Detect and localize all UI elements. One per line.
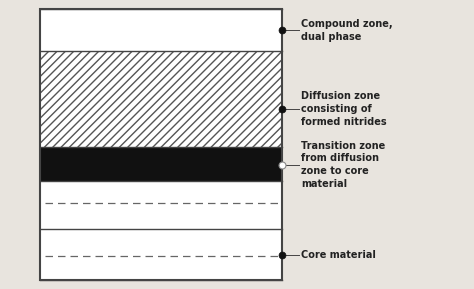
- Bar: [40, 9, 282, 280]
- Bar: [40, 9, 282, 51]
- Text: Compound zone,
dual phase: Compound zone, dual phase: [301, 19, 392, 42]
- Bar: [40, 51, 282, 147]
- Text: Transition zone
from diffusion
zone to core
material: Transition zone from diffusion zone to c…: [301, 141, 385, 189]
- Text: Core material: Core material: [301, 249, 376, 260]
- Text: Diffusion zone
consisting of
formed nitrides: Diffusion zone consisting of formed nitr…: [301, 91, 387, 127]
- Bar: [40, 147, 282, 181]
- Bar: [40, 229, 282, 280]
- Bar: [40, 9, 282, 280]
- Bar: [40, 181, 282, 229]
